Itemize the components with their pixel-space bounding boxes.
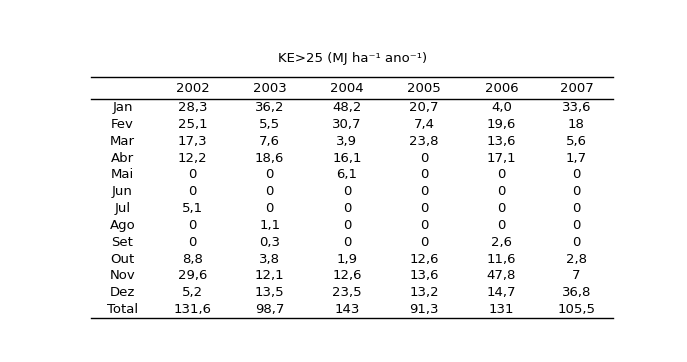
- Text: 12,1: 12,1: [255, 269, 284, 282]
- Text: 7,4: 7,4: [414, 118, 435, 131]
- Text: Ago: Ago: [110, 219, 135, 232]
- Text: Mar: Mar: [110, 135, 135, 148]
- Text: 18: 18: [568, 118, 585, 131]
- Text: 17,3: 17,3: [178, 135, 207, 148]
- Text: 18,6: 18,6: [255, 152, 284, 165]
- Text: 48,2: 48,2: [333, 101, 361, 114]
- Text: 131: 131: [488, 303, 514, 316]
- Text: 0: 0: [188, 185, 196, 198]
- Text: 0: 0: [572, 202, 581, 215]
- Text: 0: 0: [188, 219, 196, 232]
- Text: Total: Total: [107, 303, 138, 316]
- Text: Fev: Fev: [111, 118, 134, 131]
- Text: 2006: 2006: [484, 81, 518, 94]
- Text: 7,6: 7,6: [259, 135, 280, 148]
- Text: 0: 0: [420, 219, 428, 232]
- Text: 8,8: 8,8: [182, 253, 203, 266]
- Text: 30,7: 30,7: [332, 118, 361, 131]
- Text: 12,2: 12,2: [178, 152, 207, 165]
- Text: 5,5: 5,5: [259, 118, 280, 131]
- Text: 17,1: 17,1: [486, 152, 516, 165]
- Text: 12,6: 12,6: [332, 269, 361, 282]
- Text: 0: 0: [497, 185, 506, 198]
- Text: 36,2: 36,2: [255, 101, 284, 114]
- Text: Out: Out: [111, 253, 135, 266]
- Text: 14,7: 14,7: [486, 286, 516, 299]
- Text: 13,5: 13,5: [255, 286, 284, 299]
- Text: 13,6: 13,6: [409, 269, 439, 282]
- Text: 5,6: 5,6: [566, 135, 587, 148]
- Text: 28,3: 28,3: [178, 101, 207, 114]
- Text: 2007: 2007: [560, 81, 594, 94]
- Text: 0: 0: [265, 168, 274, 181]
- Text: 0: 0: [572, 219, 581, 232]
- Text: 131,6: 131,6: [173, 303, 212, 316]
- Text: 2,8: 2,8: [566, 253, 587, 266]
- Text: 0,3: 0,3: [259, 236, 280, 249]
- Text: 0: 0: [572, 185, 581, 198]
- Text: KE>25 (MJ ha⁻¹ ano⁻¹): KE>25 (MJ ha⁻¹ ano⁻¹): [278, 52, 427, 65]
- Text: 0: 0: [265, 185, 274, 198]
- Text: Jun: Jun: [112, 185, 133, 198]
- Text: 0: 0: [420, 202, 428, 215]
- Text: 7: 7: [572, 269, 581, 282]
- Text: 2,6: 2,6: [491, 236, 512, 249]
- Text: 29,6: 29,6: [178, 269, 207, 282]
- Text: 0: 0: [420, 152, 428, 165]
- Text: 1,1: 1,1: [259, 219, 280, 232]
- Text: 33,6: 33,6: [562, 101, 592, 114]
- Text: 25,1: 25,1: [178, 118, 207, 131]
- Text: 19,6: 19,6: [486, 118, 516, 131]
- Text: 0: 0: [188, 168, 196, 181]
- Text: 36,8: 36,8: [562, 286, 591, 299]
- Text: 0: 0: [572, 236, 581, 249]
- Text: 0: 0: [497, 219, 506, 232]
- Text: 13,6: 13,6: [486, 135, 516, 148]
- Text: 16,1: 16,1: [332, 152, 361, 165]
- Text: 143: 143: [334, 303, 359, 316]
- Text: 23,5: 23,5: [332, 286, 361, 299]
- Text: 0: 0: [265, 202, 274, 215]
- Text: 2002: 2002: [176, 81, 210, 94]
- Text: Abr: Abr: [111, 152, 134, 165]
- Text: 5,1: 5,1: [182, 202, 203, 215]
- Text: 0: 0: [420, 185, 428, 198]
- Text: 0: 0: [420, 168, 428, 181]
- Text: 1,7: 1,7: [566, 152, 587, 165]
- Text: 0: 0: [343, 236, 351, 249]
- Text: 6,1: 6,1: [337, 168, 357, 181]
- Text: 105,5: 105,5: [557, 303, 596, 316]
- Text: 1,9: 1,9: [337, 253, 357, 266]
- Text: 0: 0: [497, 168, 506, 181]
- Text: 91,3: 91,3: [409, 303, 439, 316]
- Text: Set: Set: [111, 236, 133, 249]
- Text: 3,9: 3,9: [337, 135, 357, 148]
- Text: 0: 0: [572, 168, 581, 181]
- Text: 4,0: 4,0: [491, 101, 512, 114]
- Text: 2005: 2005: [407, 81, 441, 94]
- Text: 11,6: 11,6: [486, 253, 516, 266]
- Text: 0: 0: [343, 202, 351, 215]
- Text: 2003: 2003: [253, 81, 286, 94]
- Text: 13,2: 13,2: [409, 286, 439, 299]
- Text: 2004: 2004: [330, 81, 363, 94]
- Text: 0: 0: [343, 219, 351, 232]
- Text: Nov: Nov: [110, 269, 135, 282]
- Text: 98,7: 98,7: [255, 303, 284, 316]
- Text: 3,8: 3,8: [259, 253, 280, 266]
- Text: 0: 0: [420, 236, 428, 249]
- Text: 47,8: 47,8: [486, 269, 516, 282]
- Text: 12,6: 12,6: [409, 253, 439, 266]
- Text: 0: 0: [497, 202, 506, 215]
- Text: Dez: Dez: [110, 286, 135, 299]
- Text: 5,2: 5,2: [182, 286, 203, 299]
- Text: 20,7: 20,7: [409, 101, 439, 114]
- Text: Jan: Jan: [112, 101, 133, 114]
- Text: Mai: Mai: [111, 168, 134, 181]
- Text: 0: 0: [343, 185, 351, 198]
- Text: 23,8: 23,8: [409, 135, 439, 148]
- Text: Jul: Jul: [115, 202, 131, 215]
- Text: 0: 0: [188, 236, 196, 249]
